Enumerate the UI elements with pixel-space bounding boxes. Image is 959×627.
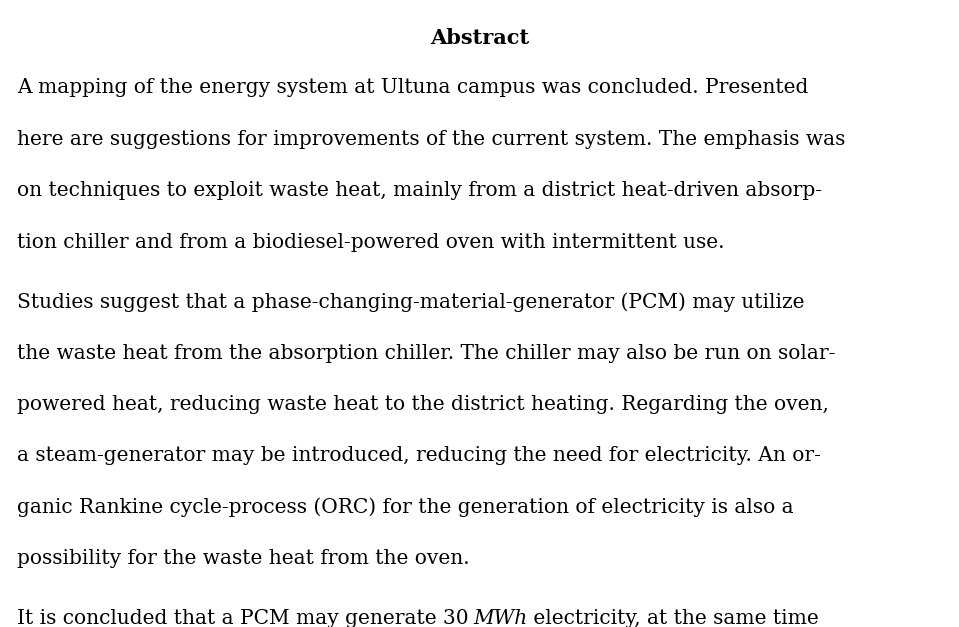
Text: A mapping of the energy system at Ultuna campus was concluded. Presented: A mapping of the energy system at Ultuna… (17, 78, 808, 97)
Text: here are suggestions for improvements of the current system. The emphasis was: here are suggestions for improvements of… (17, 130, 846, 149)
Text: It is concluded that a PCM may generate 30: It is concluded that a PCM may generate … (17, 609, 473, 627)
Text: the waste heat from the absorption chiller. The chiller may also be run on solar: the waste heat from the absorption chill… (17, 344, 835, 362)
Text: MWh: MWh (473, 609, 527, 627)
Text: powered heat, reducing waste heat to the district heating. Regarding the oven,: powered heat, reducing waste heat to the… (17, 395, 830, 414)
Text: on techniques to exploit waste heat, mainly from a district heat-driven absorp-: on techniques to exploit waste heat, mai… (17, 181, 822, 200)
Text: possibility for the waste heat from the oven.: possibility for the waste heat from the … (17, 549, 470, 568)
Text: tion chiller and from a biodiesel-powered oven with intermittent use.: tion chiller and from a biodiesel-powere… (17, 233, 725, 251)
Text: Studies suggest that a phase-changing-material-generator (PCM) may utilize: Studies suggest that a phase-changing-ma… (17, 292, 805, 312)
Text: ganic Rankine cycle-process (ORC) for the generation of electricity is also a: ganic Rankine cycle-process (ORC) for th… (17, 498, 794, 517)
Text: electricity, at the same time: electricity, at the same time (527, 609, 819, 627)
Text: Abstract: Abstract (430, 28, 529, 48)
Text: a steam-generator may be introduced, reducing the need for electricity. An or-: a steam-generator may be introduced, red… (17, 446, 821, 465)
